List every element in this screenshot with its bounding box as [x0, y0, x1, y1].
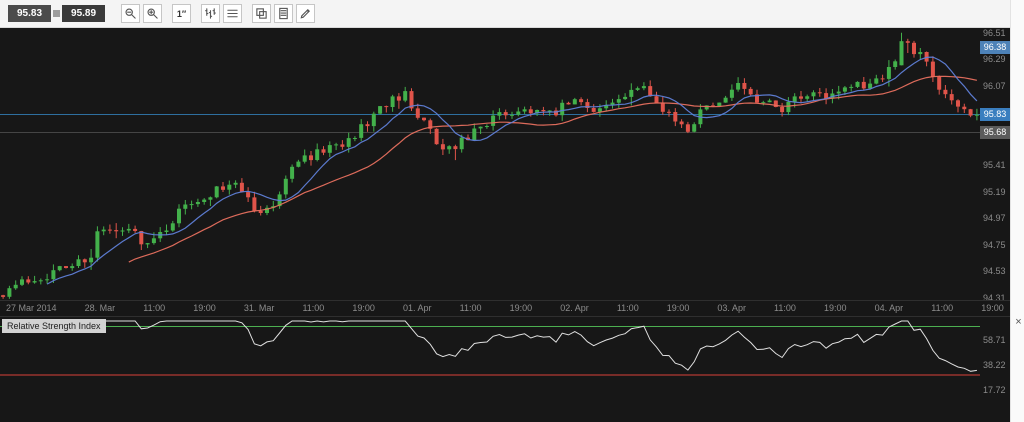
time-label: 11:00	[931, 303, 954, 313]
time-label: 01. Apr	[403, 303, 432, 313]
copy-icon	[256, 8, 267, 19]
bid-price-button[interactable]: 95.83	[8, 5, 52, 22]
time-label: 11:00	[616, 303, 639, 313]
rsi-axis-label: 38.22	[983, 360, 1006, 371]
time-label: 11:00	[143, 303, 166, 313]
duplicate-chart-button[interactable]	[252, 4, 272, 23]
magnifier-plus-icon	[147, 8, 158, 19]
timeframe-label: 1″	[176, 8, 187, 19]
rsi-chart[interactable]	[0, 318, 980, 415]
time-label: 04. Apr	[874, 303, 904, 313]
chart-type-button[interactable]	[201, 4, 221, 23]
chart-toolbar: 95.83 95.89 1″	[0, 0, 1010, 28]
price-axis-label: 96.07	[983, 80, 1006, 91]
price-tag: 95.83	[980, 107, 1010, 121]
time-label: 31. Mar	[243, 303, 275, 313]
time-label: 03. Apr	[717, 303, 746, 313]
price-tag: 96.38	[980, 41, 1010, 55]
magnifier-minus-icon	[125, 8, 136, 19]
template-button[interactable]	[274, 4, 294, 23]
right-panel-strip: ×	[1010, 0, 1024, 422]
candlestick-chart[interactable]	[0, 28, 980, 300]
rsi-close-button[interactable]: ×	[1015, 316, 1022, 328]
price-axis[interactable]: 96.51 96.29 96.07 95.41 95.19 94.97 94.75 94.53…	[980, 27, 1010, 303]
spread-indicator	[53, 10, 61, 17]
draw-button[interactable]	[296, 4, 316, 23]
rsi-axis-label: 58.71	[983, 335, 1006, 346]
time-label: 11:00	[774, 303, 796, 313]
time-label: 11:00	[459, 303, 482, 313]
list-lines-icon	[227, 9, 238, 18]
time-label: 19:00	[193, 303, 216, 313]
time-label: 27 Mar 2014	[6, 303, 57, 313]
price-axis-label: 95.41	[983, 160, 1006, 171]
time-label: 02. Apr	[560, 303, 589, 313]
price-axis-label: 94.97	[983, 213, 1006, 224]
price-axis-label: 94.53	[983, 266, 1006, 277]
price-axis-label: 95.19	[983, 186, 1006, 197]
zoom-out-button[interactable]	[121, 4, 141, 23]
time-axis[interactable]: 27 Mar 2014 28. Mar 11:00 19:00 31. Mar 11:00…	[0, 300, 1010, 315]
time-label: 19:00	[666, 303, 690, 313]
time-label: 19:00	[824, 303, 847, 313]
rsi-axis: 58.71 38.22 17.72	[980, 318, 1010, 415]
time-label: 11:00	[302, 303, 325, 313]
time-label: 19:00	[509, 303, 533, 313]
price-axis-label: 94.75	[983, 239, 1006, 250]
rsi-axis-label: 17.72	[983, 384, 1006, 395]
rsi-title: Relative Strength Index	[2, 319, 106, 333]
quote-panel: 95.83 95.89	[8, 5, 106, 22]
ask-price-button[interactable]: 95.89	[62, 5, 106, 22]
toolbar-buttons: 1″	[121, 4, 318, 23]
time-label: 19:00	[981, 303, 1004, 313]
rsi-panel: Relative Strength Index 58.71 38.22 17.72	[0, 316, 1010, 414]
price-axis-label: 94.31	[983, 292, 1006, 303]
zoom-in-button[interactable]	[143, 4, 163, 23]
indicators-button[interactable]	[223, 4, 243, 23]
document-icon	[279, 7, 288, 20]
timeframe-button[interactable]: 1″	[172, 4, 192, 23]
price-tag: 95.68	[980, 125, 1010, 139]
time-label: 19:00	[352, 303, 375, 313]
price-axis-label: 96.29	[983, 54, 1006, 65]
time-label: 28. Mar	[84, 303, 116, 313]
pencil-icon	[300, 8, 311, 19]
price-axis-label: 96.51	[983, 27, 1006, 38]
ohlc-bars-icon	[205, 8, 216, 19]
